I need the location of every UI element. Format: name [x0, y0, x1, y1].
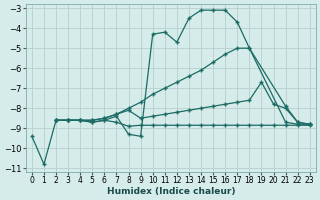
- X-axis label: Humidex (Indice chaleur): Humidex (Indice chaleur): [107, 187, 235, 196]
